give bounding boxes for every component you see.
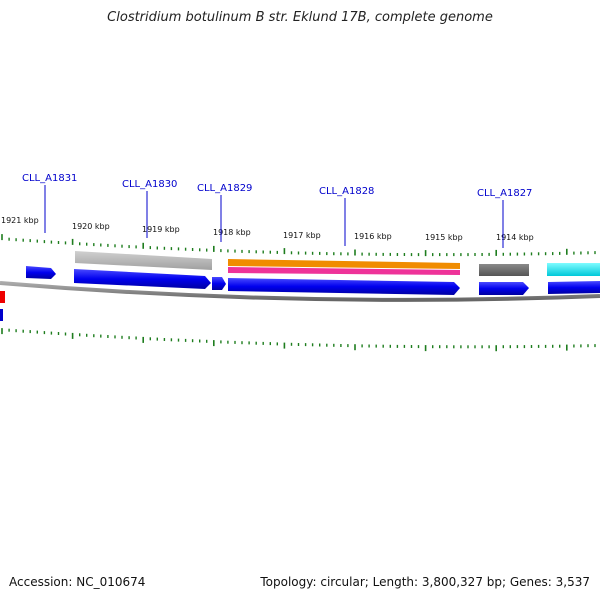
gene-label-cll-a1830[interactable]: CLL_A1830 bbox=[122, 179, 177, 238]
svg-text:CLL_A1828: CLL_A1828 bbox=[319, 186, 374, 197]
accession-label: Accession: NC_010674 bbox=[9, 575, 146, 589]
cds-arrow-next[interactable] bbox=[548, 281, 600, 294]
genome-backbone bbox=[0, 281, 600, 302]
blue-feature-edge[interactable] bbox=[0, 309, 3, 321]
genome-summary: Topology: circular; Length: 3,800,327 bp… bbox=[260, 575, 590, 589]
map-title: Clostridium botulinum B str. Eklund 17B,… bbox=[107, 10, 493, 25]
svg-text:CLL_A1830: CLL_A1830 bbox=[122, 179, 177, 190]
scale-label: 1921 kbp bbox=[1, 216, 39, 225]
cds-arrow-cll-a1829[interactable] bbox=[212, 277, 226, 290]
inner-scale-ticks bbox=[1, 328, 596, 352]
outer-scale-ticks bbox=[1, 234, 596, 257]
cds-arrow-cll-a1831[interactable] bbox=[26, 266, 56, 279]
red-feature-edge[interactable] bbox=[0, 291, 5, 303]
gene-label-cll-a1829[interactable]: CLL_A1829 bbox=[197, 183, 252, 242]
scale-label: 1914 kbp bbox=[496, 233, 534, 242]
cds-arrow-cll-a1830[interactable] bbox=[74, 269, 211, 289]
orange-feature-cll-a1828[interactable] bbox=[228, 259, 460, 269]
scale-label: 1919 kbp bbox=[142, 225, 180, 234]
scale-label: 1918 kbp bbox=[213, 228, 251, 237]
scale-label: 1916 kbp bbox=[354, 232, 392, 241]
gene-label-cll-a1828[interactable]: CLL_A1828 bbox=[319, 186, 374, 246]
dark-grey-feature-cll-a1827[interactable] bbox=[479, 264, 529, 276]
cds-arrow-cll-a1827[interactable] bbox=[479, 282, 529, 295]
svg-text:CLL_A1827: CLL_A1827 bbox=[477, 188, 532, 199]
scale-label: 1917 kbp bbox=[283, 231, 321, 240]
svg-text:CLL_A1831: CLL_A1831 bbox=[22, 173, 77, 184]
cds-arrow-cll-a1828[interactable] bbox=[228, 278, 460, 295]
gene-label-cll-a1827[interactable]: CLL_A1827 bbox=[477, 188, 532, 248]
scale-label: 1920 kbp bbox=[72, 222, 110, 231]
svg-text:CLL_A1829: CLL_A1829 bbox=[197, 183, 252, 194]
scale-label: 1915 kbp bbox=[425, 233, 463, 242]
pink-feature-cll-a1828[interactable] bbox=[228, 267, 460, 275]
grey-feature-cll-a1830[interactable] bbox=[75, 251, 212, 270]
cyan-feature[interactable] bbox=[547, 263, 600, 276]
gene-label-cll-a1831[interactable]: CLL_A1831 bbox=[22, 173, 77, 233]
